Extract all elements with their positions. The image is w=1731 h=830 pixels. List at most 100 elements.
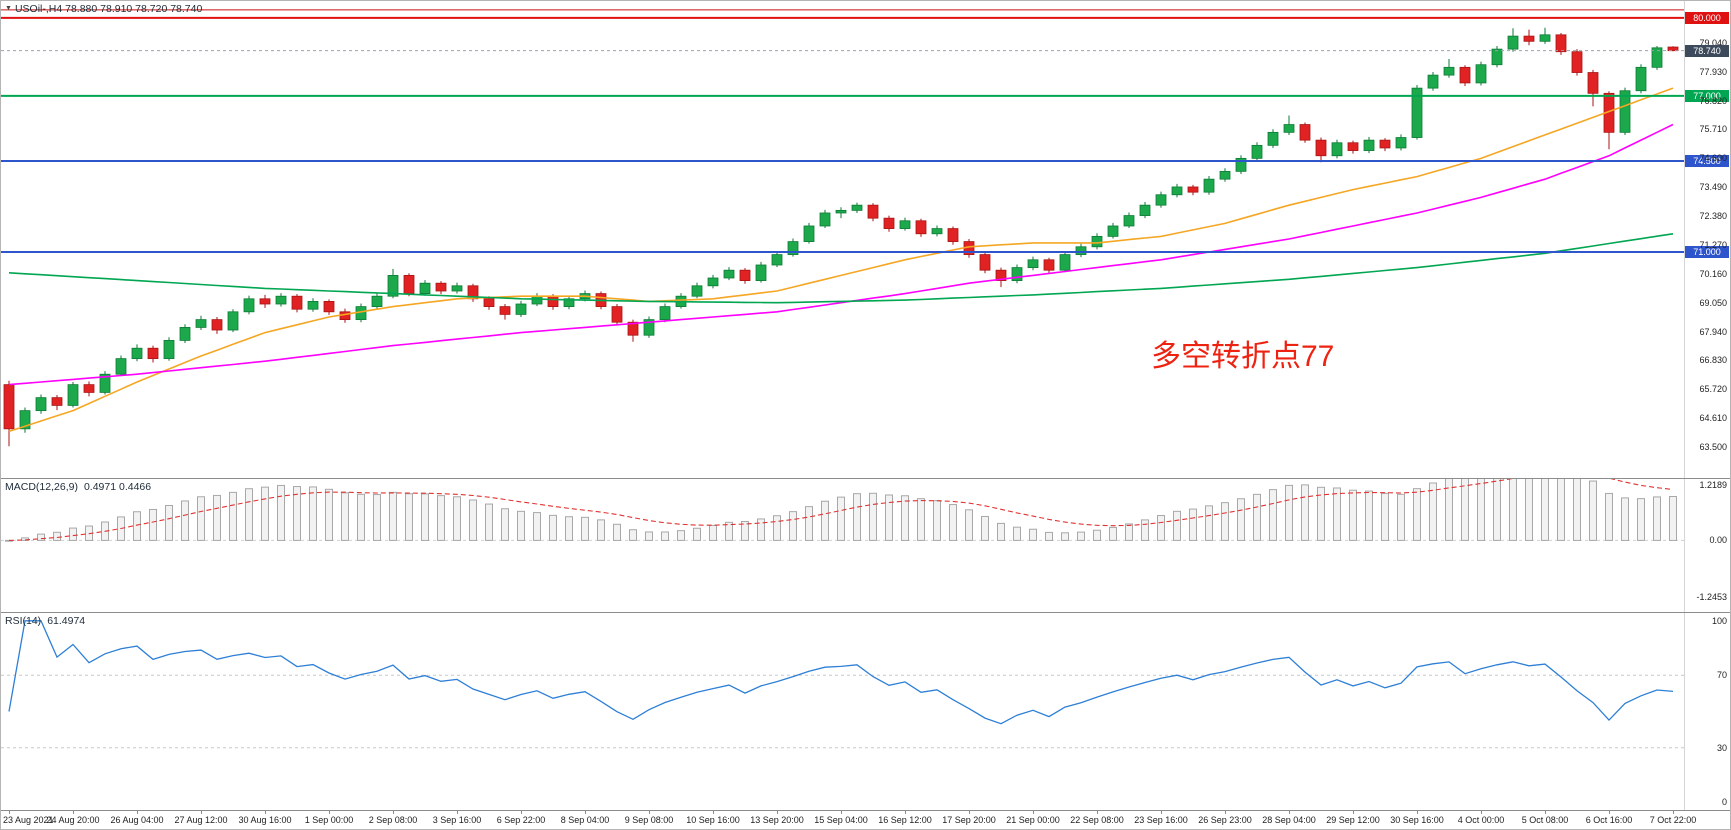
time-tick-mark bbox=[1225, 811, 1226, 814]
scale-tick: 65.720 bbox=[1699, 384, 1727, 395]
macd-indicator-panel[interactable]: MACD(12,26,9) 0.4971 0.4466 1.2189 0.00 -1.… bbox=[1, 479, 1730, 613]
symbol-header[interactable]: ▼ USOil-,H4 78.880 78.910 78.720 78.740 bbox=[5, 3, 202, 15]
time-tick-mark bbox=[201, 811, 202, 814]
time-tick-mark bbox=[969, 811, 970, 814]
scale-tick: 71.270 bbox=[1699, 239, 1727, 250]
time-tick-mark bbox=[1353, 811, 1354, 814]
time-axis-label: 15 Sep 04:00 bbox=[814, 815, 868, 825]
chevron-down-icon[interactable]: ▼ bbox=[5, 5, 12, 12]
time-tick-mark bbox=[1481, 811, 1482, 814]
time-axis-label: 29 Sep 12:00 bbox=[1326, 815, 1380, 825]
rsi-name: RSI(14) bbox=[5, 615, 42, 627]
time-axis-label: 26 Sep 23:00 bbox=[1198, 815, 1252, 825]
price-chart-panel[interactable]: ▼ USOil-,H4 78.880 78.910 78.720 78.740 多… bbox=[1, 1, 1730, 479]
time-tick-mark bbox=[137, 811, 138, 814]
scale-tick: 70.160 bbox=[1699, 268, 1727, 279]
time-axis-label: 24 Aug 20:00 bbox=[46, 815, 100, 825]
macd-values: 0.4971 0.4466 bbox=[83, 481, 152, 493]
time-axis-label: 23 Aug 2021 bbox=[3, 815, 54, 825]
price-level-badge: 77.000 bbox=[1685, 89, 1729, 102]
scale-tick: 30 bbox=[1716, 742, 1727, 753]
macd-chart[interactable] bbox=[1, 479, 1685, 612]
price-plot-area[interactable]: ▼ USOil-,H4 78.880 78.910 78.720 78.740 多… bbox=[1, 1, 1685, 478]
scale-tick: 72.380 bbox=[1699, 211, 1727, 222]
scale-tick: 75.710 bbox=[1699, 124, 1727, 135]
time-tick-mark bbox=[393, 811, 394, 814]
scale-tick: 69.050 bbox=[1699, 297, 1727, 308]
scale-tick: 1.2189 bbox=[1699, 480, 1727, 490]
time-axis-label: 6 Oct 16:00 bbox=[1585, 815, 1633, 825]
time-axis-label: 28 Sep 04:00 bbox=[1262, 815, 1316, 825]
time-axis-label: 1 Sep 00:00 bbox=[304, 815, 354, 825]
time-axis-label: 2 Sep 08:00 bbox=[368, 815, 418, 825]
time-tick-mark bbox=[1417, 811, 1418, 814]
scale-tick: 73.490 bbox=[1699, 182, 1727, 193]
scale-tick: 0 bbox=[1721, 797, 1727, 808]
time-tick-mark bbox=[1545, 811, 1546, 814]
time-tick-mark bbox=[73, 811, 74, 814]
price-scale[interactable]: 80.000 77.000 74.500 71.000 79.040 77.930 76.8… bbox=[1684, 1, 1730, 478]
time-axis-label: 27 Aug 12:00 bbox=[174, 815, 228, 825]
time-axis-label: 17 Sep 20:00 bbox=[942, 815, 996, 825]
time-axis-label: 23 Sep 16:00 bbox=[1134, 815, 1188, 825]
time-axis-label: 6 Sep 22:00 bbox=[496, 815, 546, 825]
scale-tick: 76.820 bbox=[1699, 95, 1727, 106]
scale-tick: 79.040 bbox=[1699, 37, 1727, 48]
time-tick-mark bbox=[1673, 811, 1674, 814]
scale-tick: 66.830 bbox=[1699, 355, 1727, 366]
time-axis-label: 30 Aug 16:00 bbox=[238, 815, 292, 825]
time-tick-mark bbox=[265, 811, 266, 814]
time-axis-label: 10 Sep 16:00 bbox=[686, 815, 740, 825]
rsi-label: RSI(14) 61.4974 bbox=[5, 615, 85, 627]
time-tick-mark bbox=[457, 811, 458, 814]
time-tick-mark bbox=[1033, 811, 1034, 814]
time-axis-label: 7 Oct 22:00 bbox=[1649, 815, 1697, 825]
macd-scale[interactable]: 1.2189 0.00 -1.2453 bbox=[1684, 479, 1730, 612]
time-tick-mark bbox=[777, 811, 778, 814]
time-tick-mark bbox=[1161, 811, 1162, 814]
rsi-chart[interactable] bbox=[1, 613, 1685, 810]
time-axis-label: 21 Sep 00:00 bbox=[1006, 815, 1060, 825]
macd-label: MACD(12,26,9) 0.4971 0.4466 bbox=[5, 481, 151, 493]
scale-tick: 100 bbox=[1711, 615, 1727, 626]
time-axis-label: 3 Sep 16:00 bbox=[432, 815, 482, 825]
time-tick-mark bbox=[905, 811, 906, 814]
scale-tick: -1.2453 bbox=[1696, 592, 1727, 602]
scale-tick: 63.500 bbox=[1699, 442, 1727, 453]
time-axis-label: 8 Sep 04:00 bbox=[560, 815, 610, 825]
time-tick-mark bbox=[1097, 811, 1098, 814]
time-axis-label: 13 Sep 20:00 bbox=[750, 815, 804, 825]
time-axis-label: 30 Sep 16:00 bbox=[1390, 815, 1444, 825]
time-tick-mark bbox=[649, 811, 650, 814]
time-tick-mark bbox=[713, 811, 714, 814]
price-level-badge: 74.500 bbox=[1685, 154, 1729, 167]
time-axis-label: 4 Oct 00:00 bbox=[1457, 815, 1505, 825]
rsi-scale[interactable]: 100 70 30 0 bbox=[1684, 613, 1730, 810]
time-axis-label: 26 Aug 04:00 bbox=[110, 815, 164, 825]
symbol-ohlc-text: USOil-,H4 78.880 78.910 78.720 78.740 bbox=[14, 3, 203, 15]
time-tick-mark bbox=[585, 811, 586, 814]
time-tick-mark bbox=[521, 811, 522, 814]
price-level-badge: 71.000 bbox=[1685, 245, 1729, 258]
macd-name: MACD(12,26,9) bbox=[5, 481, 78, 493]
scale-tick: 77.930 bbox=[1699, 66, 1727, 77]
price-level-badge: 80.000 bbox=[1685, 11, 1729, 24]
price-level-badge: 78.740 bbox=[1685, 44, 1729, 57]
candlestick-chart[interactable] bbox=[1, 1, 1685, 478]
scale-tick: 64.610 bbox=[1699, 413, 1727, 424]
rsi-indicator-panel[interactable]: RSI(14) 61.4974 100 70 30 0 bbox=[1, 613, 1730, 811]
time-axis-label: 16 Sep 12:00 bbox=[878, 815, 932, 825]
time-tick-mark bbox=[9, 811, 10, 814]
macd-plot-area[interactable]: MACD(12,26,9) 0.4971 0.4466 bbox=[1, 479, 1685, 612]
time-tick-mark bbox=[329, 811, 330, 814]
time-tick-mark bbox=[1289, 811, 1290, 814]
chart-annotation-text[interactable]: 多空转折点77 bbox=[1151, 340, 1335, 373]
time-axis-label: 22 Sep 08:00 bbox=[1070, 815, 1124, 825]
scale-tick: 70 bbox=[1716, 670, 1727, 681]
time-axis-label: 9 Sep 08:00 bbox=[624, 815, 674, 825]
scale-tick: 67.940 bbox=[1699, 326, 1727, 337]
rsi-value: 61.4974 bbox=[47, 615, 86, 627]
rsi-plot-area[interactable]: RSI(14) 61.4974 bbox=[1, 613, 1685, 810]
time-axis[interactable]: 23 Aug 2021 24 Aug 20:00 26 Aug 04:00 27 Au… bbox=[1, 811, 1730, 829]
